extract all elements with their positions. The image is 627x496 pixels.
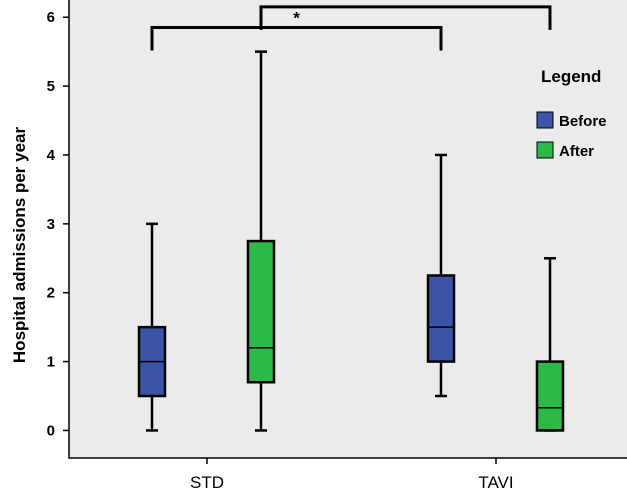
significance-bracket: * [150, 9, 443, 51]
box-iqr [426, 274, 456, 363]
legend-label-before: Before [559, 113, 607, 130]
box-after-std [246, 50, 276, 432]
y-tick-label: 4 [47, 147, 56, 164]
significance-bracket: * [259, 0, 552, 30]
box-before-tavi [426, 153, 456, 398]
significance-label: * [402, 0, 409, 7]
box-iqr [246, 239, 276, 384]
box-after-tavi [535, 257, 565, 432]
y-tick-label: 2 [47, 285, 55, 302]
y-axis-label: Hospital admissions per year [10, 127, 29, 364]
box-series [137, 50, 565, 432]
legend-swatch-after [536, 141, 554, 159]
y-tick-label: 5 [47, 78, 55, 95]
significance-annotations: ** [150, 0, 552, 51]
y-tick-label: 3 [47, 216, 55, 233]
significance-label: * [293, 9, 300, 28]
x-tick-label: STD [190, 473, 224, 492]
y-tick-label: 1 [47, 354, 55, 371]
x-axis: STD TAVI [190, 458, 514, 492]
legend-title: Legend [541, 67, 601, 86]
box-before-std [137, 222, 167, 432]
x-tick-label: TAVI [478, 473, 513, 492]
y-axis: 0 1 2 3 4 5 6 [47, 9, 69, 439]
legend-swatch-before [536, 111, 554, 129]
legend: Legend Before After [536, 67, 607, 160]
legend-label-after: After [559, 143, 594, 160]
bracket-line [150, 26, 443, 51]
y-tick-label: 6 [47, 9, 55, 26]
bracket-line [259, 5, 552, 30]
y-tick-label: 0 [47, 422, 55, 439]
box-iqr [535, 360, 565, 432]
